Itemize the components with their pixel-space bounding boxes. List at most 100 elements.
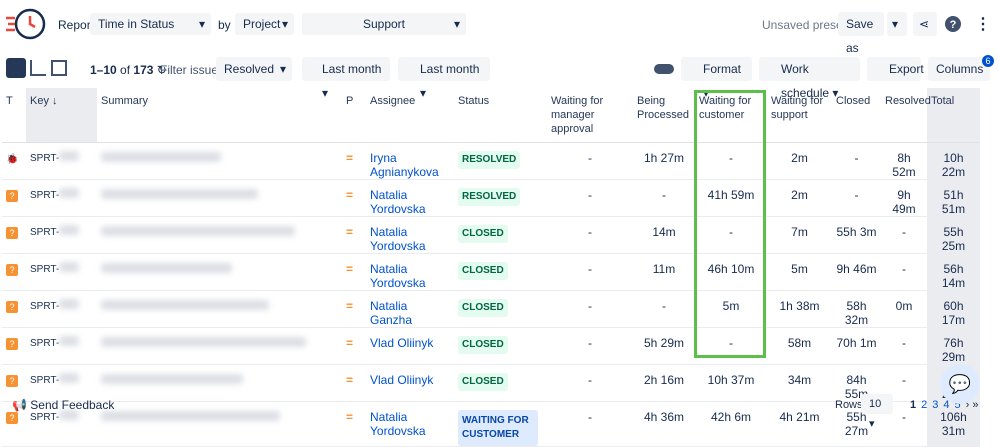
rows-select[interactable]: 10 ▾ [861, 394, 893, 430]
format[interactable]: Format ▾ [681, 57, 752, 100]
page-link[interactable]: 3 [932, 399, 939, 411]
blurred-summary [101, 337, 306, 347]
view-grid[interactable] [51, 60, 67, 76]
issue-type-icon: ? [6, 412, 18, 424]
assignee[interactable]: Vlad Oliinyk [370, 373, 434, 387]
issue-type-icon: ? [6, 264, 18, 276]
status-cell: CLOSED [454, 253, 547, 291]
page-link[interactable]: 1 [910, 399, 917, 411]
date-1[interactable]: Last month ▾ [302, 57, 390, 100]
type-cell: ? [2, 216, 26, 254]
date-1-label: Last month [322, 62, 382, 76]
status-badge: WAITING FOR CUSTOMER [458, 410, 538, 446]
feedback-label: Send Feedback [30, 398, 115, 412]
chat[interactable]: 💬 [940, 364, 980, 404]
assignee[interactable]: Vlad Oliinyk [370, 336, 434, 350]
blurred-summary [101, 189, 258, 199]
export[interactable]: Export [867, 57, 924, 81]
assignee[interactable]: Natalia Yordovska [370, 188, 426, 216]
time-cell: 76h 29m [927, 327, 980, 365]
assignee[interactable]: Natalia Yordovska [370, 225, 426, 253]
time-cell: - [881, 253, 927, 291]
type-cell: 🐞 [2, 142, 26, 180]
blurred-key [59, 410, 80, 420]
preset: Unsaved preset [762, 18, 847, 32]
by-label: by [218, 18, 231, 32]
filter-label: Filter issues: [160, 63, 228, 77]
export-label: Export [889, 62, 924, 76]
blurred-summary [101, 226, 295, 236]
date-2[interactable]: Last month ▾ [398, 57, 490, 100]
columns-label: Columns [936, 62, 984, 76]
priority-cell: = [342, 364, 366, 402]
rows-label: Rows: [835, 399, 866, 411]
time-cell: - [547, 179, 633, 217]
issue-key: SPRT- [30, 338, 60, 349]
page-link[interactable]: 4 [943, 399, 950, 411]
status-badge: CLOSED [458, 225, 508, 243]
filter-select[interactable]: Resolved ▾ [216, 57, 292, 81]
summary-cell [97, 364, 342, 402]
summary-cell [97, 327, 342, 365]
format-label: Format [703, 62, 742, 76]
time-cell: 34m [767, 364, 832, 402]
assignee[interactable]: Natalia Ganzha [370, 299, 413, 327]
range-total: 173 [133, 63, 154, 77]
time-cell: - [832, 179, 881, 217]
header-row: T Key ↓ Summary P Assignee Status Waiting for … [2, 88, 980, 143]
key-cell: SPRT- [26, 142, 97, 180]
issue-type-icon: ? [6, 190, 18, 202]
report-table: T Key ↓ Summary P Assignee Status Waiting for … [2, 88, 980, 447]
priority-cell: = [342, 290, 366, 328]
group-select[interactable]: Project ▾ [235, 13, 294, 35]
blurred-summary [101, 300, 269, 310]
page: Report: Time in Status ▾ by Project ▾ Supp… [2, 8, 994, 447]
page-link[interactable]: 2 [921, 399, 928, 411]
feedback[interactable]: 📢 Send Feedback [12, 398, 115, 412]
assignee[interactable]: Iryna Agnianykova [370, 151, 439, 179]
save-menu[interactable]: ▾ [887, 12, 907, 36]
status-badge: CLOSED [458, 373, 508, 391]
view-chart[interactable] [30, 60, 46, 76]
time-cell: - [547, 401, 633, 447]
assignee[interactable]: Natalia Yordovska [370, 262, 426, 290]
page-link[interactable]: 5 [954, 399, 961, 411]
work-schedule[interactable]: Work schedule ▾ [759, 57, 860, 100]
view-table[interactable] [6, 58, 26, 78]
range-start: 1–10 [90, 63, 117, 77]
status-badge: CLOSED [458, 299, 508, 317]
column-header: P [342, 88, 366, 143]
time-cell: 2h 16m [633, 364, 695, 402]
status-cell: RESOLVED [454, 142, 547, 180]
blurred-key [59, 188, 80, 198]
assignee-cell: Natalia Yordovska [366, 401, 454, 447]
help[interactable]: ? [944, 15, 962, 33]
issue-type-icon: ? [6, 338, 18, 350]
column-header: Key ↓ [26, 88, 97, 143]
key-cell: SPRT- [26, 364, 97, 402]
assignee[interactable]: Natalia Yordovska [370, 410, 426, 438]
table-body: 🐞 SPRT- = Iryna Agnianykova RESOLVED -1h 27m -… [2, 142, 980, 447]
column-header: Status [454, 88, 547, 143]
share[interactable]: ⋖ [913, 12, 937, 36]
blurred-summary [101, 411, 280, 421]
project-select[interactable]: Support ▾ [302, 13, 466, 35]
summary-cell [97, 142, 342, 180]
toggle[interactable] [654, 64, 674, 74]
report-select[interactable]: Time in Status ▾ [90, 13, 211, 35]
priority-cell: = [342, 327, 366, 365]
time-cell: - [695, 216, 767, 254]
rows-value: 10 [869, 398, 882, 410]
pagination: 1 2 3 4 5 › » [910, 399, 978, 411]
table-row: ? SPRT- = Vlad Oliinyk CLOSED -2h 16m 10h 37m 3… [2, 364, 980, 402]
status-cell: CLOSED [454, 364, 547, 402]
next-page[interactable]: › » [965, 399, 979, 411]
more[interactable]: ⋮ [975, 16, 991, 33]
status-cell: CLOSED [454, 216, 547, 254]
time-cell: - [695, 327, 767, 365]
type-cell: ? [2, 179, 26, 217]
columns[interactable]: Columns ▾ [928, 57, 990, 100]
save-as[interactable]: Save as [838, 12, 884, 55]
project-value: Support [362, 17, 406, 31]
status-badge: CLOSED [458, 336, 508, 354]
